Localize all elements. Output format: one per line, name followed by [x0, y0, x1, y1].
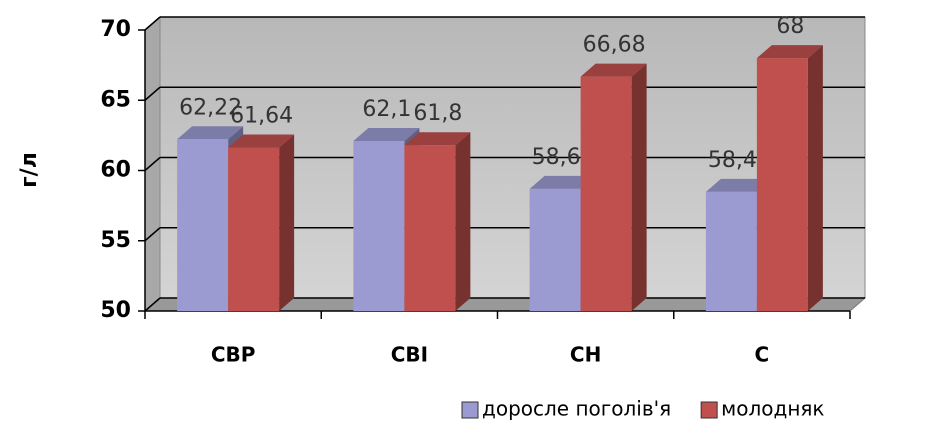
grid-line-side — [144, 297, 161, 312]
y-tick-label: 70 — [100, 17, 131, 42]
grid-line-side — [144, 86, 161, 101]
bar — [353, 140, 405, 311]
y-tick-label: 65 — [100, 87, 131, 112]
legend-label: доросле поголів'я — [482, 397, 671, 421]
bar — [404, 145, 456, 311]
y-axis-label: г/л — [17, 152, 42, 188]
value-label: 66,68 — [583, 33, 646, 58]
y-tick-label: 55 — [100, 228, 131, 253]
bar-side — [807, 45, 823, 311]
bar — [756, 58, 808, 311]
x-tick-label: СВР — [211, 343, 256, 367]
value-label: 68 — [776, 14, 804, 39]
x-tick-label: С — [755, 343, 770, 367]
bar-top — [404, 132, 471, 146]
bar — [177, 139, 229, 311]
grid-line-side — [144, 227, 161, 242]
value-label: 61,64 — [230, 103, 293, 128]
legend-swatch — [700, 401, 718, 419]
bar — [529, 188, 581, 311]
legend-label: молодняк — [721, 397, 824, 421]
value-label: 61,8 — [413, 101, 462, 126]
bar-side — [631, 63, 647, 312]
bar-side — [455, 132, 471, 311]
bar-top — [529, 175, 596, 189]
value-label: 62,22 — [179, 95, 242, 120]
bar-side — [279, 134, 295, 311]
bar — [228, 147, 280, 311]
legend-swatch — [461, 401, 479, 419]
bar-top — [177, 126, 244, 140]
bar — [705, 191, 757, 311]
y-tick-label: 50 — [100, 298, 131, 323]
bar-top — [228, 134, 295, 148]
bar-top — [705, 178, 772, 192]
bar — [580, 76, 632, 311]
x-tick-label: СН — [570, 343, 601, 367]
y-tick-label: 60 — [100, 158, 131, 183]
grid-line-side — [144, 156, 161, 172]
x-tick-label: СВІ — [391, 343, 428, 367]
value-label: 62,1 — [362, 97, 411, 122]
bar-top — [353, 127, 420, 141]
grid-line-side — [144, 16, 161, 31]
bar-top — [756, 45, 823, 59]
bar-top — [580, 63, 647, 77]
